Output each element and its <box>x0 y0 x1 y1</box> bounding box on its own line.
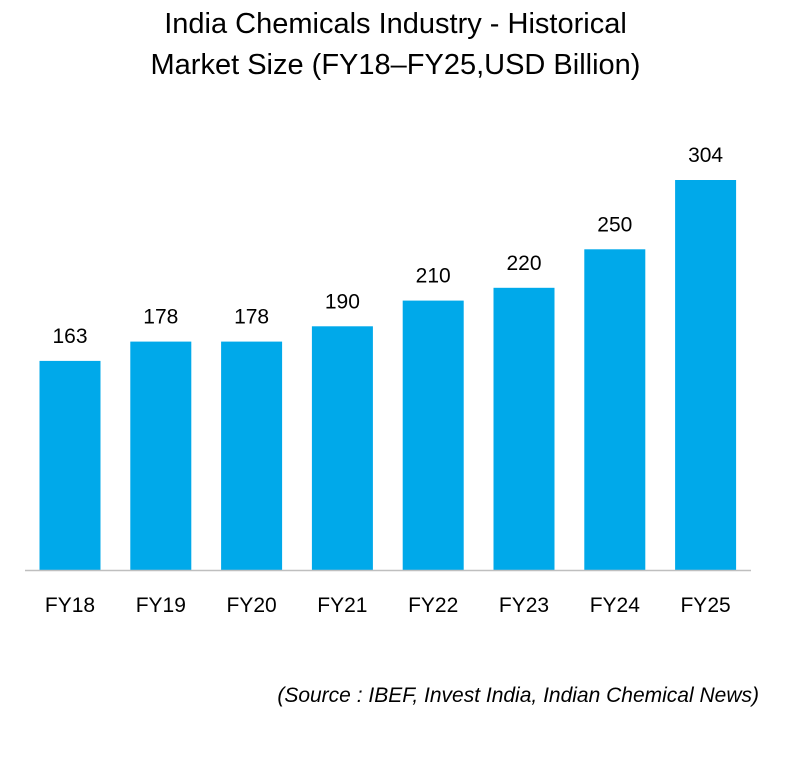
chart-title: India Chemicals Industry - Historical Ma… <box>0 4 791 86</box>
chart-title-line-1: India Chemicals Industry - Historical <box>164 8 627 40</box>
bar-fy19 <box>130 341 192 570</box>
x-tick-label-fy18: FY18 <box>45 594 95 617</box>
data-label-fy22: 210 <box>416 265 451 288</box>
data-label-fy19: 178 <box>143 306 178 329</box>
bar-fy25 <box>675 180 737 570</box>
x-tick-label-fy25: FY25 <box>680 594 730 617</box>
chart-title-line-2: Market Size (FY18–FY25,USD Billion) <box>150 49 641 81</box>
bar-fy21 <box>311 326 373 571</box>
x-tick-label-fy23: FY23 <box>499 594 549 617</box>
x-tick-label-fy19: FY19 <box>136 594 186 617</box>
data-label-fy24: 250 <box>597 213 632 236</box>
data-label-fy20: 178 <box>234 306 269 329</box>
data-label-fy25: 304 <box>688 144 723 167</box>
data-label-fy18: 163 <box>52 325 87 348</box>
bar-fy20 <box>221 341 283 570</box>
data-label-fy21: 190 <box>325 290 360 313</box>
bar-fy22 <box>402 300 464 570</box>
bar-fy23 <box>493 287 555 570</box>
bar-fy24 <box>584 249 646 571</box>
x-tick-label-fy22: FY22 <box>408 594 458 617</box>
source-note: (Source : IBEF, Invest India, Indian Che… <box>277 684 759 707</box>
x-tick-label-fy24: FY24 <box>590 594 641 617</box>
x-tick-label-fy21: FY21 <box>317 594 367 617</box>
x-tick-label-fy20: FY20 <box>226 594 276 617</box>
bar-fy18 <box>39 360 101 570</box>
data-label-fy23: 220 <box>506 252 541 275</box>
